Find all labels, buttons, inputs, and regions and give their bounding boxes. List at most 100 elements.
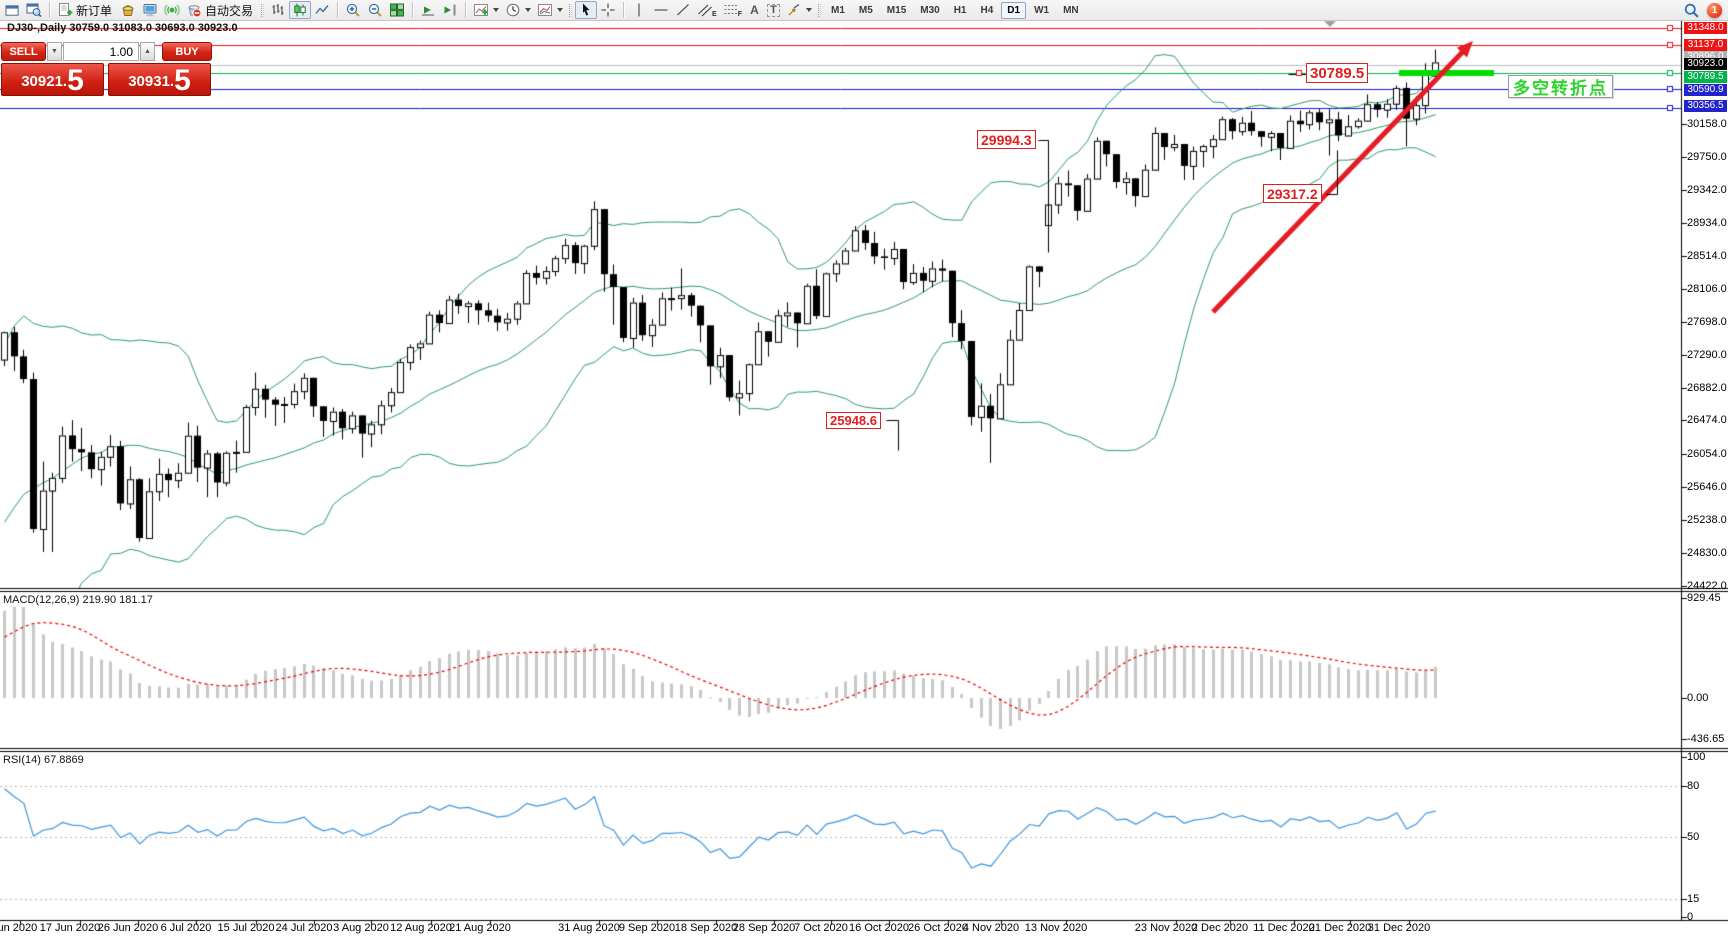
new-order-button[interactable]: 新订单 [54, 1, 117, 19]
axis-tick-label: 26474.0 [1687, 414, 1727, 426]
data-window-icon[interactable] [23, 1, 45, 19]
axis-tick-label: 29342.0 [1687, 184, 1727, 196]
sell-button[interactable]: SELL [1, 42, 46, 61]
dropdown-caret [805, 8, 812, 12]
templates-icon[interactable] [534, 1, 566, 19]
new-chart-icon[interactable] [2, 1, 23, 19]
sell-price: 30921. [21, 73, 68, 90]
text-tool-letter: A [750, 3, 759, 17]
timeframe-MN[interactable]: MN [1063, 4, 1079, 16]
equidistant-channel-tool[interactable]: E [694, 1, 720, 19]
toolbar-grip[interactable] [569, 3, 573, 17]
toolbar-grip[interactable] [817, 3, 821, 17]
candlestick-chart-icon[interactable] [289, 1, 312, 19]
signal-icon[interactable] [161, 1, 183, 19]
axis-tick-label: 0.00 [1687, 692, 1709, 704]
cursor-tool[interactable] [575, 1, 598, 19]
timeframe-H1[interactable]: H1 [953, 4, 967, 16]
sell-price-box[interactable]: 30921. 5 [1, 63, 104, 96]
annotation-swing-high[interactable]: 29994.3 [977, 130, 1036, 149]
toolbar-right: 1 [1680, 1, 1726, 19]
date-label: 6 Jul 2020 [160, 922, 212, 934]
date-label: 12 Aug 2020 [390, 922, 452, 934]
date-label: 16 Oct 2020 [849, 922, 909, 934]
horizontal-line-tool[interactable] [650, 1, 672, 19]
axis-tick-label: 28934.0 [1687, 217, 1727, 229]
timeframe-H4[interactable]: H4 [980, 4, 994, 16]
expert-advisor-icon[interactable] [139, 1, 161, 19]
vertical-line-tool[interactable] [628, 1, 650, 19]
date-label: 2 Dec 2020 [1191, 922, 1249, 934]
bar-chart-icon[interactable] [267, 1, 289, 19]
channel-tool-letter: E [712, 10, 717, 18]
timeframe-M15[interactable]: M15 [886, 4, 907, 16]
date-label: 23 Nov 2020 [1134, 922, 1198, 934]
annotation-bottom[interactable]: 25948.6 [826, 412, 881, 429]
axis-tick-label: 29750.0 [1687, 151, 1727, 163]
toolbar: 新订单 自动交易 [0, 0, 1728, 21]
chart-title: DJ30-,Daily 30759.0 31083.0 30693.0 3092… [7, 22, 238, 34]
axis-tick-label: 27698.0 [1687, 316, 1727, 328]
date-label: 28 Sep 2020 [732, 922, 796, 934]
annotation-resistance-price[interactable]: 30789.5 [1306, 63, 1369, 83]
text-label-tool[interactable]: T [764, 1, 783, 19]
timeframe-M1[interactable]: M1 [830, 4, 845, 16]
date-label: 4 Nov 2020 [962, 922, 1020, 934]
volume-down-button[interactable]: ▼ [47, 42, 62, 61]
crosshair-tool[interactable] [597, 1, 619, 19]
sell-price-pips: 5 [67, 64, 84, 97]
buy-price-box[interactable]: 30931. 5 [108, 63, 211, 96]
dropdown-caret [557, 8, 564, 12]
timeframe-D1[interactable]: D1 [1001, 1, 1027, 19]
timeframe-group: M1 M5 M15 M30 H1 H4 D1 W1 MN [824, 1, 1086, 19]
line-chart-icon[interactable] [311, 1, 333, 19]
tile-windows-icon[interactable] [386, 1, 408, 19]
toolbar-separator [337, 2, 339, 18]
axis-tick-label: 929.45 [1687, 592, 1721, 604]
date-label: 7 Oct 2020 [794, 922, 848, 934]
arrows-tool[interactable] [783, 1, 815, 19]
autotrading-button[interactable]: 自动交易 [183, 1, 258, 19]
date-label: 21 Dec 2020 [1308, 922, 1372, 934]
volume-input[interactable]: 1.00 [63, 42, 139, 61]
axis-tick-label: 26882.0 [1687, 382, 1727, 394]
date-label: 26 Jun 2020 [97, 922, 159, 934]
date-label: 17 Jun 2020 [39, 922, 101, 934]
price-level-label: 30789.5 [1684, 71, 1727, 83]
buy-button[interactable]: BUY [162, 42, 212, 61]
axis-tick-label: 24422.0 [1687, 580, 1727, 592]
volume-up-button[interactable]: ▲ [140, 42, 155, 61]
timeframe-W1[interactable]: W1 [1034, 4, 1050, 16]
chart-shift-icon[interactable] [439, 1, 461, 19]
indicators-icon[interactable] [470, 1, 502, 19]
text-tool[interactable]: A [745, 1, 764, 19]
search-icon[interactable] [1680, 1, 1703, 19]
price-level-label: 31137.0 [1684, 39, 1727, 51]
annotation-swing-low[interactable]: 29317.2 [1263, 184, 1322, 203]
zoom-out-icon[interactable] [364, 1, 386, 19]
trendline-tool[interactable] [672, 1, 694, 19]
notification-badge[interactable]: 1 [1707, 2, 1722, 18]
periods-icon[interactable] [502, 1, 534, 19]
annotation-turning-point[interactable]: 多空转折点 [1508, 75, 1613, 98]
price-level-label: 30590.9 [1684, 84, 1727, 96]
dropdown-caret [525, 8, 532, 12]
fibo-tool-letter: F [737, 10, 742, 18]
styles-bucket-icon[interactable] [117, 1, 139, 19]
date-label: 24 Jul 2020 [275, 922, 333, 934]
date-label: 26 Oct 2020 [908, 922, 968, 934]
zoom-in-icon[interactable] [342, 1, 364, 19]
fibonacci-tool[interactable]: F [720, 1, 745, 19]
axis-tick-label: 30158.0 [1687, 118, 1727, 130]
date-label: 11 Dec 2020 [1253, 922, 1315, 934]
price-level-label: 30356.5 [1684, 100, 1727, 112]
price-level-label: 30923.0 [1684, 58, 1727, 70]
auto-scroll-icon[interactable] [417, 1, 439, 19]
axis-tick-label: 25238.0 [1687, 514, 1727, 526]
toolbar-separator [49, 2, 50, 18]
timeframe-M30[interactable]: M30 [920, 4, 940, 16]
timeframe-M5[interactable]: M5 [858, 4, 873, 16]
axis-tick-label: 25646.0 [1687, 481, 1727, 493]
toolbar-grip[interactable] [261, 3, 265, 17]
